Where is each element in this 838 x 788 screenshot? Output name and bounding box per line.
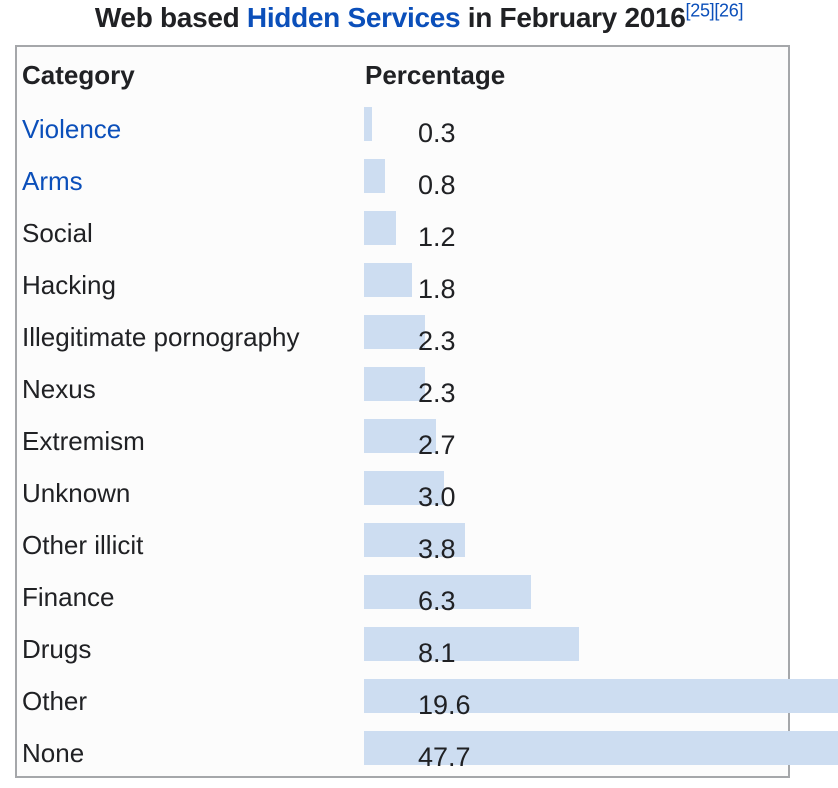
percentage-bar-arms	[364, 159, 385, 193]
row-label-social: Social	[22, 218, 93, 248]
percentage-value-none: 47.7	[418, 742, 471, 772]
ref-26-link[interactable]: [26]	[714, 0, 744, 21]
row-label-hacking: Hacking	[22, 270, 116, 300]
row-label-none: None	[22, 738, 85, 768]
row-label-extremism: Extremism	[22, 426, 145, 456]
percentage-value-extremism: 2.7	[418, 430, 456, 460]
row-label-finance: Finance	[22, 582, 115, 612]
percentage-value-hacking: 1.8	[418, 274, 456, 304]
table-row-violence: Violence 0.3	[17, 101, 788, 153]
percentage-bar-drugs	[364, 627, 579, 661]
table-row-extremism: Extremism 2.7	[17, 413, 788, 465]
table-row-none: None 47.7	[17, 725, 838, 777]
percentage-value-other: 19.6	[418, 690, 471, 720]
percentage-bar-hacking	[364, 263, 412, 297]
table-row-nexus: Nexus 2.3	[17, 361, 788, 413]
percentage-value-unknown: 3.0	[418, 482, 456, 512]
column-header-category: Category	[22, 60, 135, 90]
percentage-value-drugs: 8.1	[418, 638, 456, 668]
title-text-prefix: Web based	[94, 2, 247, 33]
row-label-other: Other	[22, 686, 88, 716]
percentage-bar-other	[364, 679, 838, 713]
percentage-bar-violence	[364, 107, 372, 141]
table-row-other-illicit: Other illicit 3.8	[17, 517, 788, 569]
title-text-suffix: in February 2016	[460, 2, 686, 33]
row-label-other-illicit: Other illicit	[22, 530, 144, 560]
percentage-bar-nexus	[364, 367, 425, 401]
percentage-bar-none	[364, 731, 838, 765]
table-row-finance: Finance 6.3	[17, 569, 788, 621]
percentage-bar-extremism	[364, 419, 436, 453]
percentage-value-social: 1.2	[418, 222, 456, 252]
row-label-violence[interactable]: Violence	[22, 114, 122, 144]
title-references: [25][26]	[686, 1, 744, 21]
table-row-illegitimate-pornography: Illegitimate pornography 2.3	[17, 309, 788, 361]
percentage-bar-unknown	[364, 471, 444, 505]
percentage-bar-finance	[364, 575, 531, 609]
table-row-social: Social 1.2	[17, 205, 788, 257]
percentage-value-nexus: 2.3	[418, 378, 456, 408]
row-label-unknown: Unknown	[22, 478, 131, 508]
table-row-drugs: Drugs 8.1	[17, 621, 788, 673]
percentage-value-other-illicit: 3.8	[418, 534, 456, 564]
table-row-hacking: Hacking 1.8	[17, 257, 788, 309]
percentage-value-arms: 0.8	[418, 170, 456, 200]
row-label-illegitimate-pornography: Illegitimate pornography	[22, 322, 300, 352]
title-link-hidden-services[interactable]: Hidden Services	[246, 2, 461, 33]
row-label-nexus: Nexus	[22, 374, 96, 404]
percentage-value-violence: 0.3	[418, 118, 456, 148]
table-row-unknown: Unknown 3.0	[17, 465, 788, 517]
percentage-value-finance: 6.3	[418, 586, 456, 616]
percentage-bar-social	[364, 211, 396, 245]
table-row-other: Other 19.6	[17, 673, 838, 725]
ref-25-link[interactable]: [25]	[685, 0, 715, 21]
chart-title: Web based Hidden Services in February 20…	[0, 2, 838, 34]
percentage-value-illegitimate-pornography: 2.3	[418, 326, 456, 356]
percentage-bar-illegitimate-pornography	[364, 315, 425, 349]
row-label-drugs: Drugs	[22, 634, 92, 664]
table-row-arms: Arms 0.8	[17, 153, 788, 205]
hidden-services-table: Category Percentage Violence 0.3 Arms 0.8 So…	[15, 45, 838, 778]
row-label-arms[interactable]: Arms	[22, 166, 83, 196]
column-header-percentage: Percentage	[365, 60, 506, 90]
percentage-bar-other-illicit	[364, 523, 465, 557]
